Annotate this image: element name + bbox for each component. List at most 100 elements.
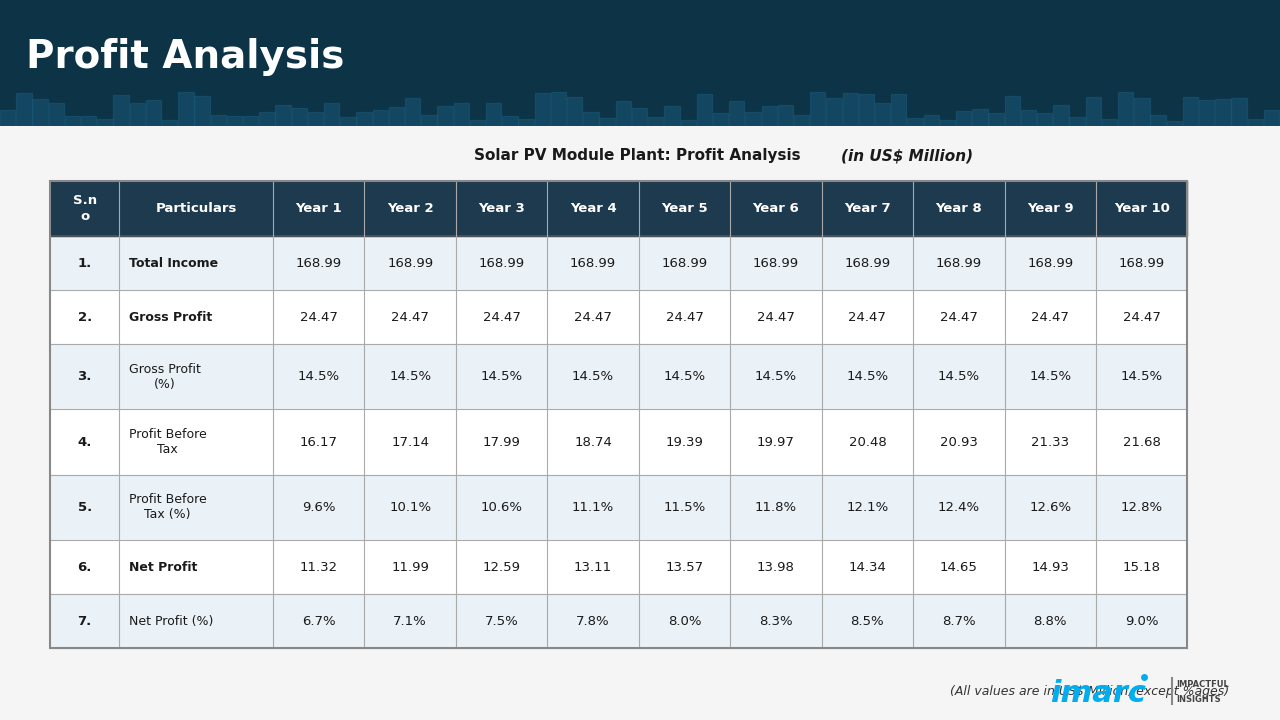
Text: 168.99: 168.99 <box>1028 256 1074 270</box>
Bar <box>1005 96 1020 126</box>
Text: 3.: 3. <box>78 370 92 383</box>
Bar <box>1215 99 1230 126</box>
Text: 6.: 6. <box>78 561 92 574</box>
Bar <box>1166 121 1181 126</box>
Text: 10.1%: 10.1% <box>389 501 431 514</box>
Text: 168.99: 168.99 <box>1119 256 1165 270</box>
Bar <box>616 101 631 126</box>
Text: 4.: 4. <box>78 436 92 449</box>
Bar <box>794 115 809 126</box>
Text: 13.57: 13.57 <box>666 561 704 574</box>
Text: (in US$ Million): (in US$ Million) <box>841 148 974 163</box>
Text: 19.39: 19.39 <box>666 436 704 449</box>
Bar <box>940 120 955 126</box>
Bar <box>356 112 371 126</box>
Text: IMPACTFUL: IMPACTFUL <box>1176 680 1229 689</box>
Text: 5.: 5. <box>78 501 92 514</box>
Bar <box>1199 100 1215 126</box>
Bar <box>50 410 1188 474</box>
Text: INSIGHTS: INSIGHTS <box>1176 696 1221 704</box>
Bar <box>129 103 145 126</box>
Bar <box>32 99 47 126</box>
Text: 20.48: 20.48 <box>849 436 886 449</box>
Bar <box>696 94 712 126</box>
Text: 7.8%: 7.8% <box>576 614 609 628</box>
Bar <box>762 106 777 126</box>
Bar <box>0 110 15 126</box>
Bar <box>988 113 1004 126</box>
Bar <box>324 103 339 126</box>
Text: 10.6%: 10.6% <box>480 501 522 514</box>
Bar <box>1231 98 1247 126</box>
Bar <box>227 116 242 126</box>
Bar <box>243 115 259 126</box>
Bar <box>859 94 874 126</box>
Text: 24.47: 24.47 <box>392 310 429 323</box>
Bar <box>1037 112 1052 126</box>
Text: Particulars: Particulars <box>155 202 237 215</box>
Text: 14.5%: 14.5% <box>1029 370 1071 383</box>
Bar <box>1102 119 1117 126</box>
Bar <box>1134 98 1149 126</box>
Text: 24.47: 24.47 <box>483 310 521 323</box>
Bar <box>260 112 275 126</box>
Text: Profit Before
Tax: Profit Before Tax <box>128 428 206 456</box>
Text: 24.47: 24.47 <box>575 310 612 323</box>
Bar <box>50 236 1188 290</box>
Text: Total Income: Total Income <box>128 256 218 270</box>
Text: 14.5%: 14.5% <box>389 370 431 383</box>
Bar <box>518 119 534 126</box>
Text: 8.8%: 8.8% <box>1033 614 1068 628</box>
Text: 21.68: 21.68 <box>1123 436 1161 449</box>
Text: 16.17: 16.17 <box>300 436 338 449</box>
Bar <box>178 92 193 126</box>
Text: 11.8%: 11.8% <box>755 501 797 514</box>
Bar <box>632 108 648 126</box>
Text: 168.99: 168.99 <box>479 256 525 270</box>
Bar <box>1053 105 1069 126</box>
Bar <box>389 107 404 126</box>
Bar <box>1183 96 1198 126</box>
Bar <box>1248 119 1263 126</box>
Bar <box>50 344 1188 410</box>
Text: Solar PV Module Plant: Profit Analysis: Solar PV Module Plant: Profit Analysis <box>474 148 806 163</box>
Bar <box>745 112 760 126</box>
Text: 6.7%: 6.7% <box>302 614 335 628</box>
Bar <box>1263 110 1279 126</box>
Text: 7.: 7. <box>78 614 92 628</box>
Bar <box>713 113 728 126</box>
Bar <box>50 540 1188 594</box>
Text: 168.99: 168.99 <box>296 256 342 270</box>
Bar <box>924 115 940 126</box>
Text: Year 1: Year 1 <box>296 202 342 215</box>
Bar <box>1069 117 1084 126</box>
Text: 24.47: 24.47 <box>666 310 704 323</box>
Text: S.n
o: S.n o <box>73 194 97 223</box>
Text: 11.1%: 11.1% <box>572 501 614 514</box>
Text: 14.5%: 14.5% <box>298 370 339 383</box>
Bar <box>453 104 468 126</box>
Text: 14.5%: 14.5% <box>480 370 522 383</box>
Text: 11.32: 11.32 <box>300 561 338 574</box>
Text: 14.5%: 14.5% <box>755 370 797 383</box>
Text: 24.47: 24.47 <box>940 310 978 323</box>
Text: 12.6%: 12.6% <box>1029 501 1071 514</box>
Text: 168.99: 168.99 <box>570 256 616 270</box>
Text: 20.93: 20.93 <box>940 436 978 449</box>
Bar <box>470 120 485 126</box>
Text: 13.98: 13.98 <box>756 561 795 574</box>
Text: 17.99: 17.99 <box>483 436 521 449</box>
Text: 8.3%: 8.3% <box>759 614 792 628</box>
Text: 1.: 1. <box>78 256 92 270</box>
Bar <box>730 102 745 126</box>
Bar <box>114 95 129 126</box>
Bar <box>681 120 696 126</box>
Bar <box>50 290 1188 344</box>
Bar <box>340 117 356 126</box>
Bar <box>438 106 453 126</box>
Text: 12.8%: 12.8% <box>1121 501 1162 514</box>
Text: Profit Analysis: Profit Analysis <box>26 37 344 76</box>
Bar <box>308 112 324 126</box>
Bar <box>778 105 794 126</box>
Bar <box>535 93 550 126</box>
